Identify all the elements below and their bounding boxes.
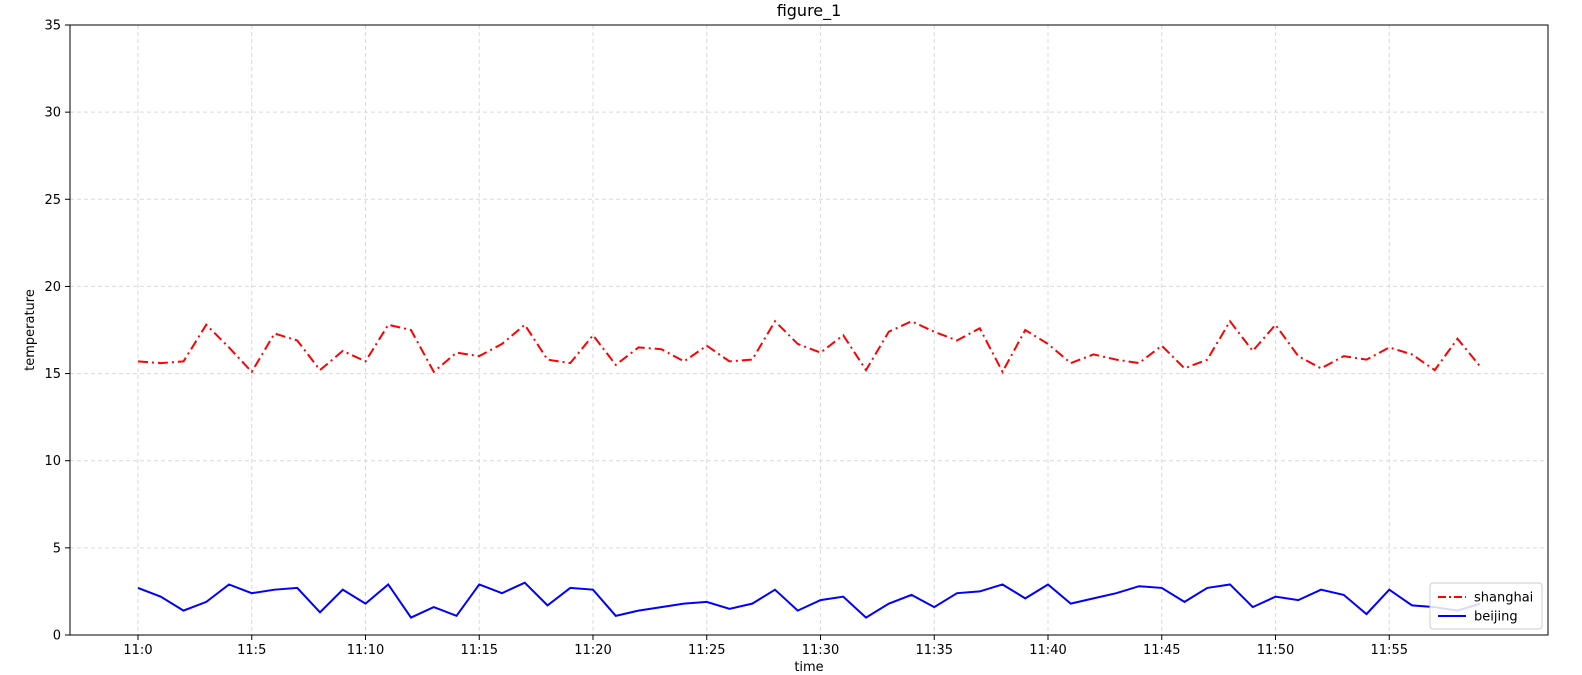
x-tick-label: 11:15 <box>461 643 498 658</box>
x-tick-label: 11:55 <box>1371 643 1408 658</box>
x-tick-label: 11:50 <box>1257 643 1294 658</box>
grid <box>70 24 1548 636</box>
y-tick-label: 0 <box>53 629 61 644</box>
x-tick-label: 11:35 <box>916 643 953 658</box>
axes: 0 5 10 15 20 25 30 35 11:0 11:5 11:10 11:15 11:20 11:… <box>44 19 1408 659</box>
y-tick-label: 5 <box>53 541 61 556</box>
x-tick-label: 11:5 <box>237 643 266 658</box>
y-tick-label: 25 <box>44 193 61 208</box>
x-tick-label: 11:10 <box>347 643 384 658</box>
legend-box <box>1429 582 1543 630</box>
x-tick-label: 11:20 <box>574 643 611 658</box>
y-axis-label: temperature <box>23 289 38 371</box>
x-tick-label: 11:0 <box>123 643 152 658</box>
y-tick-label: 35 <box>44 19 61 34</box>
x-axis-label: time <box>794 660 823 675</box>
x-tick-label: 11:40 <box>1029 643 1066 658</box>
x-tick-label: 11:30 <box>802 643 839 658</box>
y-tick-label: 15 <box>44 367 61 382</box>
y-tick-label: 30 <box>44 106 61 121</box>
series-layer <box>137 319 1482 619</box>
legend: shanghai beijing <box>1429 582 1543 630</box>
legend-label-beijing: beijing <box>1474 610 1518 625</box>
y-tick-label: 10 <box>44 454 61 469</box>
legend-label-shanghai: shanghai <box>1474 591 1533 606</box>
x-tick-label: 11:25 <box>688 643 725 658</box>
series-line-beijing <box>137 581 1481 619</box>
chart-title: figure_1 <box>777 1 842 21</box>
x-tick-label: 11:45 <box>1143 643 1180 658</box>
y-tick-label: 20 <box>44 280 61 295</box>
plot-area-frame <box>69 24 1549 636</box>
series-line-shanghai <box>137 319 1482 374</box>
